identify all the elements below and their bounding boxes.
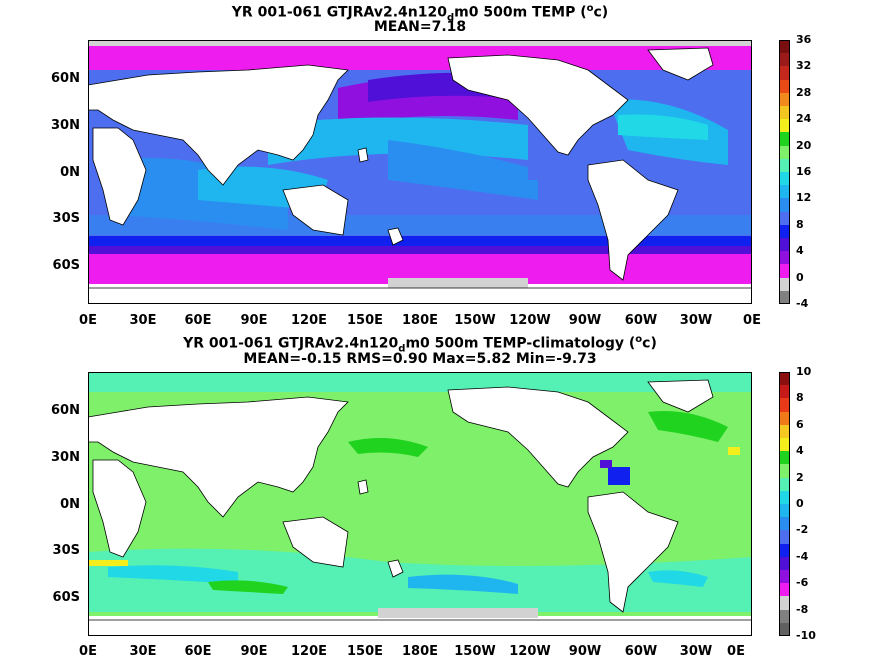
- panel2-stats: MEAN=-0.15 RMS=0.90 Max=5.82 Min=-9.73: [243, 351, 597, 367]
- lon-label: 90E: [240, 644, 268, 659]
- lon-label: 30W: [679, 644, 713, 659]
- colorbar-tick-label: -8: [796, 602, 809, 616]
- panel1-mean: MEAN=7.18: [373, 19, 467, 35]
- panel1-title: YR 001-061 GTJRAv2.4n120dm0 500m TEMP (o…: [231, 3, 609, 24]
- colorbar-tick-label: -2: [796, 523, 809, 537]
- lon-label: 180E: [401, 313, 439, 328]
- panel2-anomaly-map: [88, 372, 752, 636]
- lon-label: 120E: [290, 313, 328, 328]
- lat-label: 30S: [52, 211, 80, 226]
- lon-label: 120W: [509, 313, 551, 328]
- lon-label: 60E: [184, 313, 212, 328]
- lat-label: 30S: [52, 543, 80, 558]
- colorbar-tick-label: 20: [796, 138, 812, 152]
- lon-label: 90E: [240, 313, 268, 328]
- lat-label: 60N: [51, 71, 80, 86]
- lat-label: 30N: [51, 450, 80, 465]
- lon-label: 60W: [624, 313, 658, 328]
- colorbar-tick-label: 24: [796, 112, 812, 126]
- colorbar-tick-label: 0: [796, 497, 804, 510]
- colorbar-tick-label: 28: [796, 85, 812, 99]
- colorbar-tick-label: 10: [796, 365, 812, 378]
- colorbar-tick-label: -4: [796, 549, 809, 563]
- colorbar-frame: [779, 372, 790, 636]
- lon-label: 0E: [79, 644, 97, 659]
- lon-label: 30E: [129, 644, 157, 659]
- colorbar-tick-label: 12: [796, 191, 812, 205]
- lon-label: 0E: [743, 313, 761, 328]
- lat-label: 60S: [52, 258, 80, 273]
- lon-label: 60W: [624, 644, 658, 659]
- colorbar-tick-label: 0: [796, 270, 804, 284]
- colorbar-tick-label: 16: [796, 165, 812, 178]
- lat-label: 60N: [51, 403, 80, 418]
- panel2-title: YR 001-061 GTJRAv2.4n120dm0 500m TEMP-cl…: [183, 334, 657, 355]
- lon-label: 150E: [346, 313, 384, 328]
- colorbar-tick-label: 6: [796, 417, 804, 431]
- colorbar-tick-label: -4: [796, 297, 809, 310]
- lon-label: 90W: [568, 313, 602, 328]
- colorbar-tick-label: 4: [796, 244, 804, 258]
- lon-label: 0E: [79, 313, 97, 328]
- lon-label: 150W: [454, 644, 496, 659]
- lat-label: 60S: [52, 590, 80, 605]
- colorbar-tick-label: -6: [796, 576, 809, 590]
- panel1-colorbar: [779, 40, 790, 305]
- colorbar-tick-label: 8: [796, 391, 804, 405]
- lon-label: 30W: [679, 313, 713, 328]
- panel1-temperature-map: [88, 40, 752, 304]
- lon-label: 60E: [184, 644, 212, 659]
- colorbar-tick-label: 36: [796, 33, 812, 46]
- lat-label: 0N: [60, 165, 80, 180]
- lon-label: 180E: [401, 644, 439, 659]
- colorbar-tick-label: 4: [796, 444, 804, 458]
- lon-label: 30E: [129, 313, 157, 328]
- lon-label: 90W: [568, 644, 602, 659]
- lon-label: 150W: [454, 313, 496, 328]
- lon-label: 120E: [290, 644, 328, 659]
- colorbar-tick-label: 8: [796, 217, 804, 231]
- colorbar-tick-label: -10: [796, 629, 816, 642]
- panel2-colorbar: [779, 372, 790, 637]
- colorbar-frame: [779, 40, 790, 304]
- lat-label: 30N: [51, 118, 80, 133]
- lat-label: 0N: [60, 497, 80, 512]
- colorbar-tick-label: 2: [796, 470, 804, 484]
- lon-label: 0E: [727, 644, 745, 659]
- lon-label: 150E: [346, 644, 384, 659]
- colorbar-tick-label: 32: [796, 59, 812, 73]
- lon-label: 120W: [509, 644, 551, 659]
